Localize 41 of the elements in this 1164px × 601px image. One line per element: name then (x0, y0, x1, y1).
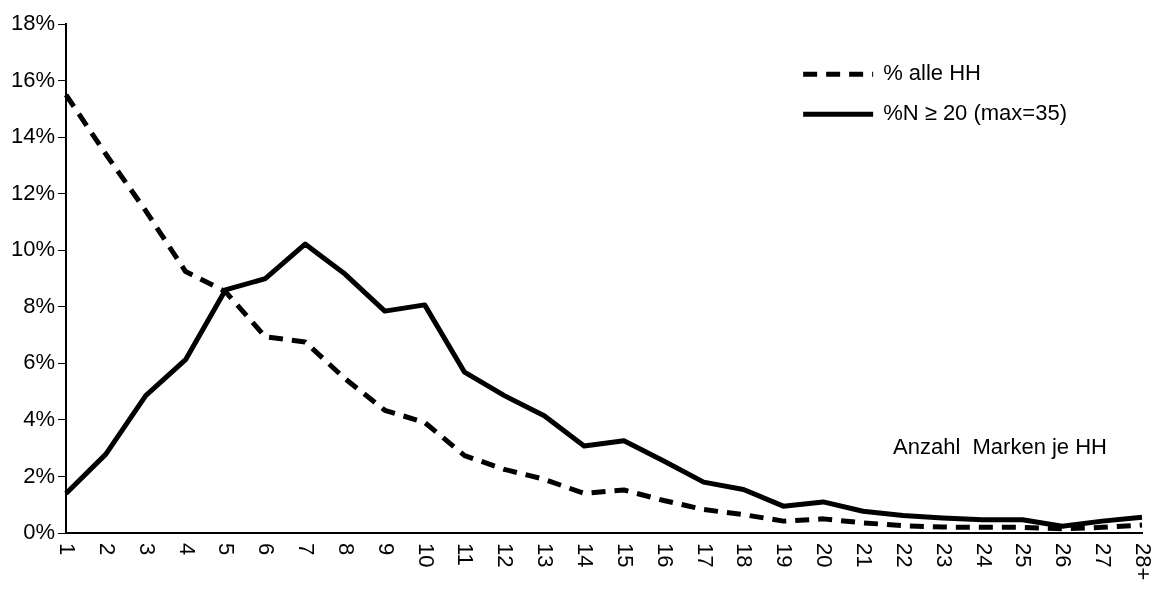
y-tick-label: 6% (23, 349, 56, 375)
x-tick-label: 14 (573, 543, 599, 568)
x-tick-label: 16 (652, 543, 678, 568)
x-tick-label: 2 (94, 543, 120, 556)
x-tick-label: 12 (493, 543, 519, 568)
x-tick-label: 10 (413, 543, 439, 568)
x-tick-label: 7 (294, 543, 320, 556)
x-tick-label: 18 (732, 543, 758, 568)
x-tick-label: 9 (373, 543, 399, 556)
x-tick-label: 13 (533, 543, 559, 568)
annotation: Anzahl Marken je HH (893, 434, 1107, 460)
x-tick-label: 6 (254, 543, 280, 556)
y-tick-label: 0% (23, 519, 56, 545)
legend-label: %N ≥ 20 (max=35) (883, 100, 1068, 126)
y-tick-label: 4% (23, 406, 56, 431)
x-tick-label: 22 (891, 543, 917, 568)
y-tick-label: 14% (10, 123, 56, 149)
y-tick-label: 10% (10, 236, 56, 262)
x-tick-label: 20 (812, 543, 838, 568)
y-tick-label: 16% (10, 66, 56, 92)
x-tick-label: 24 (971, 543, 997, 568)
y-tick-label: 18% (10, 10, 56, 36)
x-tick-label: 28+ (1130, 543, 1156, 581)
y-tick-label: 8% (23, 292, 56, 318)
x-tick-label: 23 (931, 543, 957, 568)
x-tick-label: 27 (1091, 543, 1117, 568)
x-tick-label: 15 (612, 543, 638, 568)
x-tick-label: 8 (333, 543, 359, 556)
x-tick-label: 19 (772, 543, 798, 568)
legend-label: % alle HH (883, 60, 981, 86)
x-tick-label: 3 (134, 543, 160, 556)
x-tick-label: 26 (1051, 543, 1077, 568)
x-tick-label: 4 (174, 543, 200, 556)
y-tick-label: 2% (23, 462, 56, 488)
x-tick-label: 11 (453, 543, 479, 566)
y-tick-label: 12% (10, 179, 56, 205)
x-tick-label: 1 (54, 543, 80, 556)
x-tick-label: 5 (214, 543, 240, 556)
x-tick-label: 21 (851, 543, 877, 568)
x-tick-label: 17 (692, 543, 718, 568)
x-tick-label: 25 (1011, 543, 1037, 568)
